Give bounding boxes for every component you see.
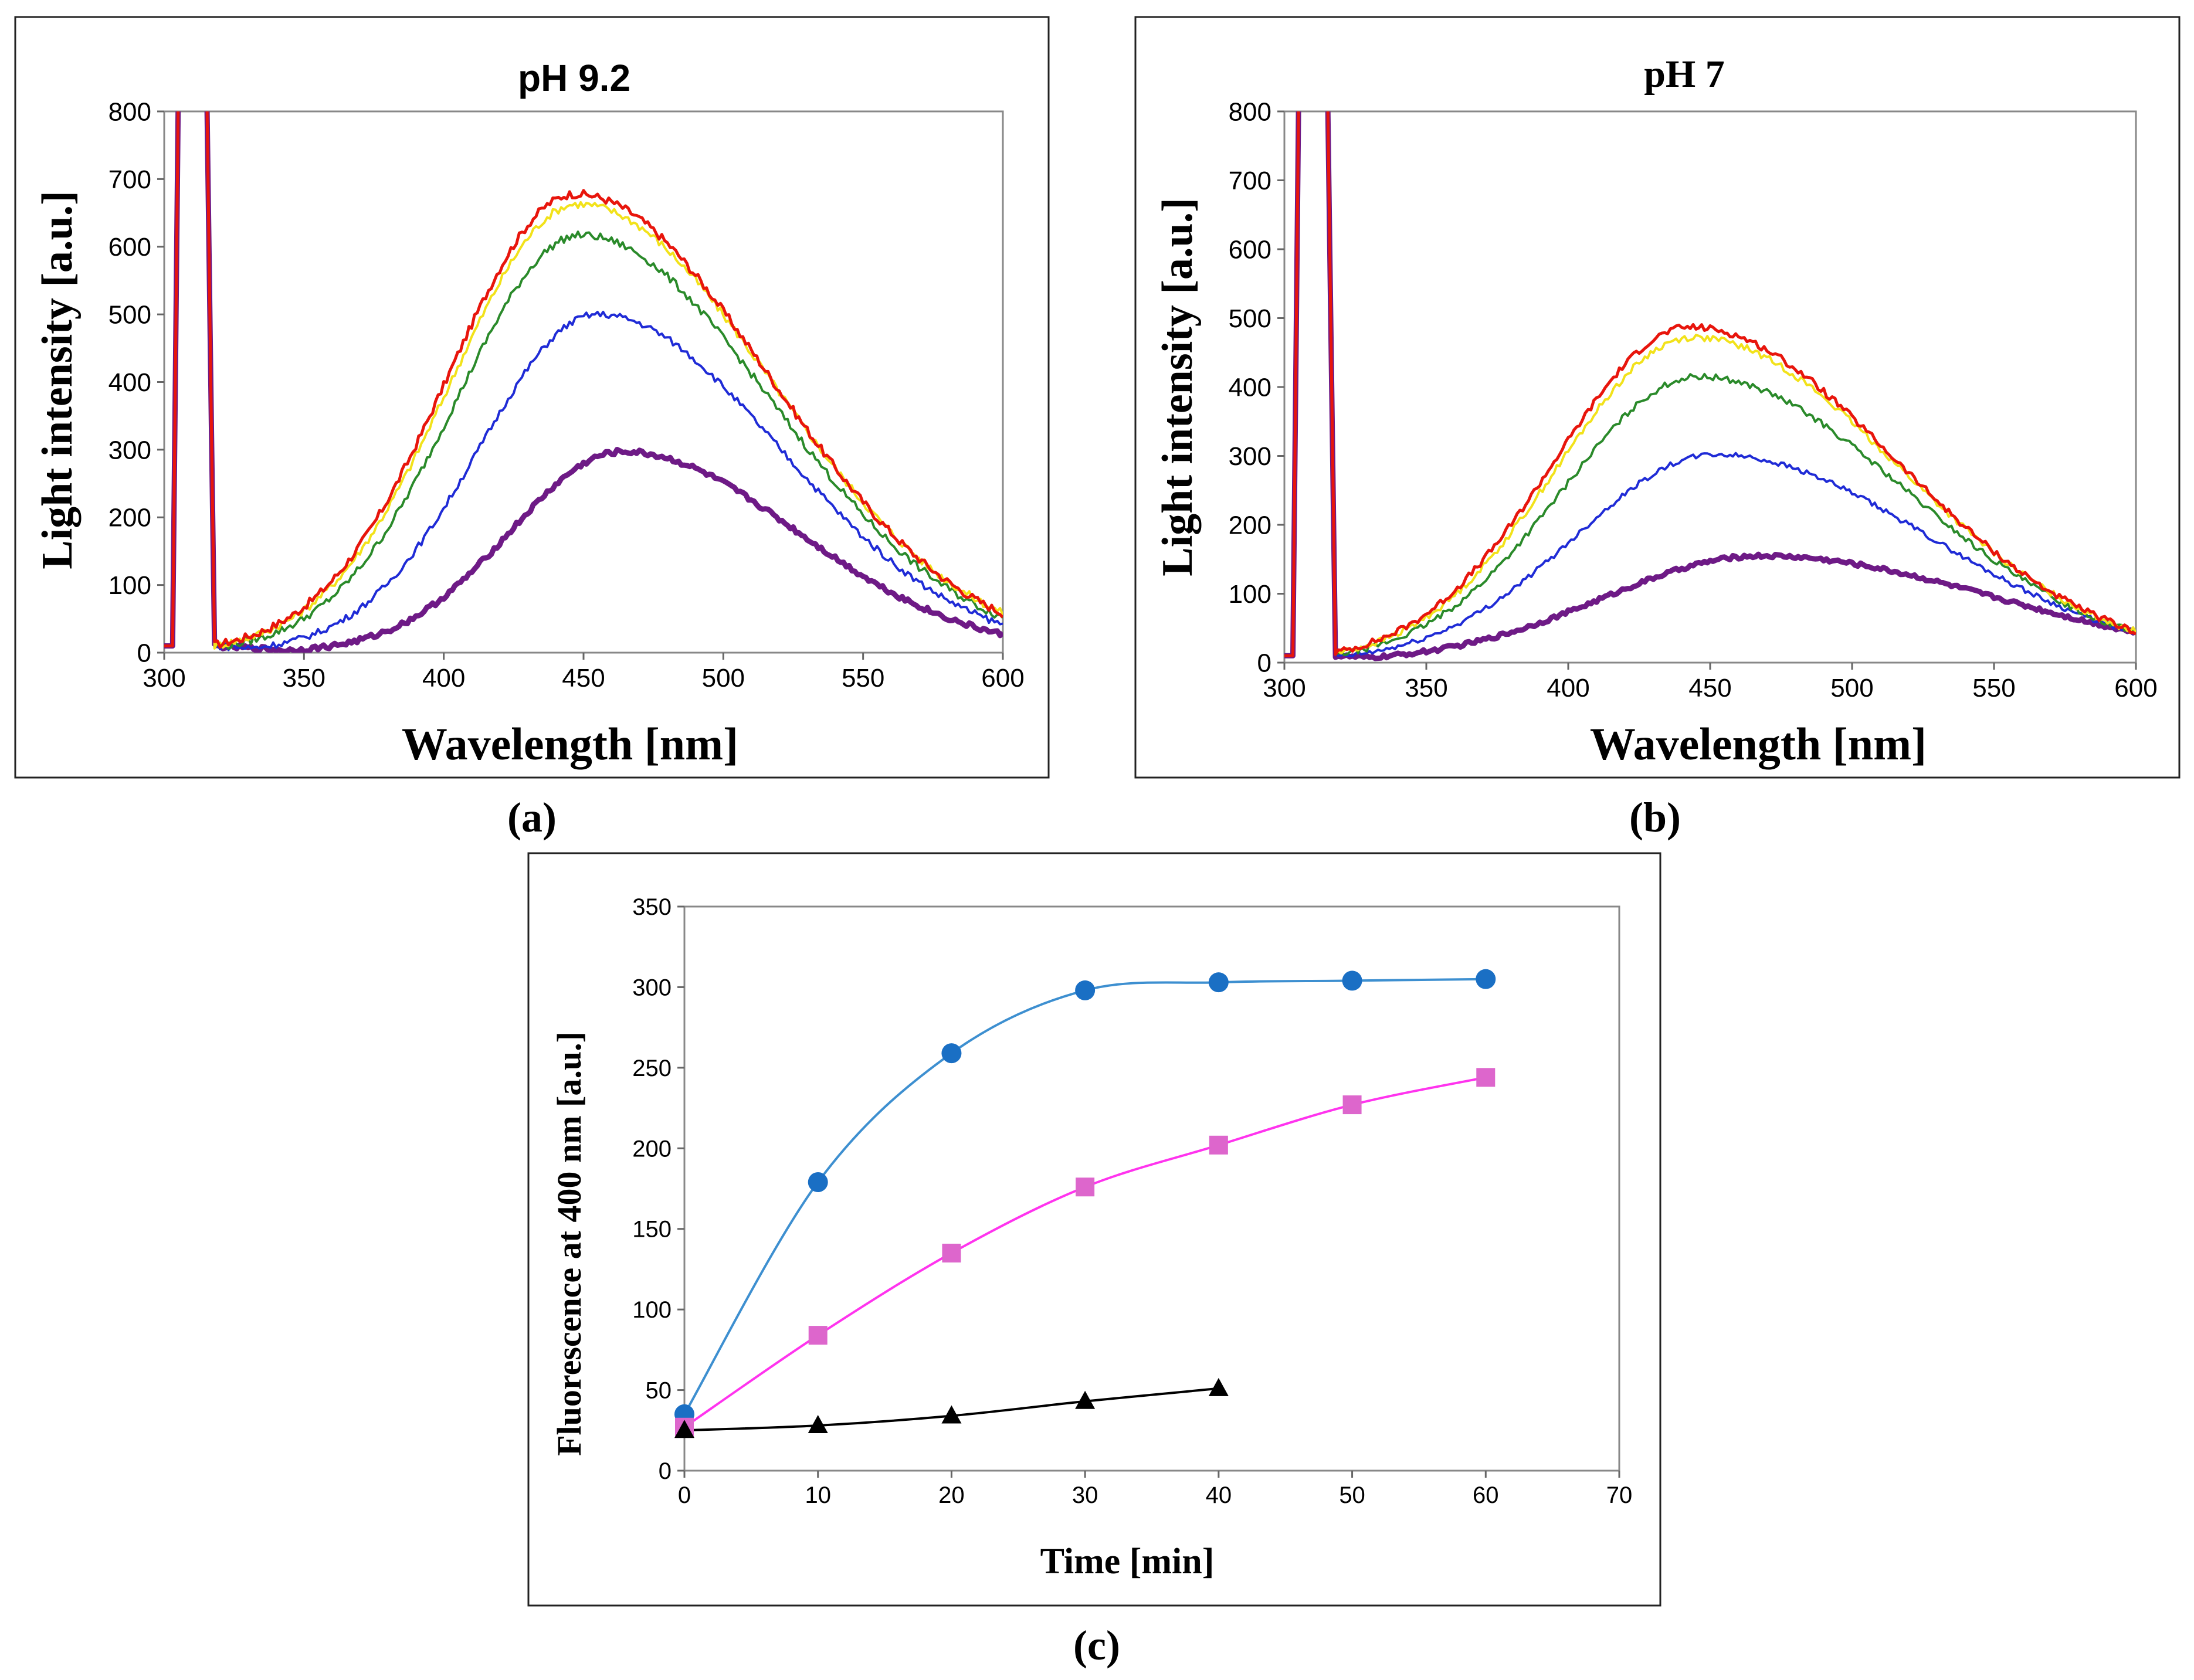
y-tick-label: 0 bbox=[137, 639, 151, 667]
x-tick-label: 300 bbox=[143, 664, 185, 693]
y-tick-label: 700 bbox=[108, 165, 151, 194]
panel-a-ylabel: Light intensity [a.u.] bbox=[33, 191, 82, 569]
x-tick-label: 450 bbox=[1688, 674, 1731, 702]
y-tick-label: 600 bbox=[108, 233, 151, 262]
y-tick-label: 800 bbox=[1229, 97, 1271, 126]
panel-c-plot: 0 10 20 30 40 50 60 70 0 50 100 150 200 250 300 350 bbox=[632, 894, 1632, 1508]
series-green-line bbox=[164, 111, 1003, 650]
panel-a-xlabel: Wavelength [nm] bbox=[402, 718, 738, 769]
y-tick-label: 300 bbox=[1229, 442, 1271, 471]
panel-a-label-text: (a) bbox=[507, 794, 557, 841]
panel-b-label: (b) bbox=[1629, 794, 1681, 841]
y-tick-label: 200 bbox=[108, 504, 151, 532]
x-tick-label: 450 bbox=[562, 664, 605, 693]
y-tick-label: 700 bbox=[1229, 167, 1271, 195]
y-tick-label: 600 bbox=[1229, 235, 1271, 264]
panel-c-label: (c) bbox=[1073, 1622, 1120, 1669]
data-point-circle bbox=[1476, 969, 1496, 989]
panel-a-label: (a) bbox=[507, 794, 557, 841]
x-tick-label: 50 bbox=[1339, 1482, 1365, 1508]
series-purple-line bbox=[164, 111, 1003, 653]
panel-b-plot: 300 350 400 450 500 550 600 0 100 200 300 400 500 600… bbox=[1229, 97, 2158, 702]
panel-b-frame bbox=[1134, 16, 2181, 779]
data-point-triangle bbox=[1075, 1390, 1096, 1409]
panel-a: pH 9.2 300 350 400 450 500 550 600 0 100 200 300 40… bbox=[33, 57, 1025, 769]
panel-c: 0 10 20 30 40 50 60 70 0 50 100 150 200 250 300 350 Tim… bbox=[550, 894, 1632, 1581]
x-tick-label: 500 bbox=[702, 664, 745, 693]
x-tick-label: 550 bbox=[1972, 674, 2015, 702]
y-tick-label: 400 bbox=[108, 368, 151, 397]
y-tick-label: 250 bbox=[632, 1055, 672, 1081]
y-tick-label: 500 bbox=[1229, 304, 1271, 333]
data-point-triangle bbox=[808, 1415, 828, 1434]
series-circles-line bbox=[683, 978, 1486, 1415]
y-tick-label: 50 bbox=[646, 1378, 672, 1404]
x-tick-label: 600 bbox=[2114, 674, 2157, 702]
x-tick-label: 10 bbox=[805, 1482, 831, 1508]
panel-a-plot: 300 350 400 450 500 550 600 0 100 200 300 400 500 600… bbox=[108, 97, 1025, 693]
x-tick-label: 0 bbox=[678, 1482, 691, 1508]
data-point-triangle bbox=[941, 1405, 962, 1424]
panel-c-frame bbox=[527, 852, 1661, 1607]
panel-b-title: pH 7 bbox=[1644, 53, 1725, 96]
series-red-line bbox=[1284, 111, 2136, 657]
data-point-circle bbox=[1075, 980, 1096, 1000]
data-point-square bbox=[1076, 1177, 1095, 1197]
series-green-line bbox=[1284, 111, 2136, 657]
y-tick-label: 100 bbox=[1229, 580, 1271, 609]
x-tick-label: 600 bbox=[981, 664, 1024, 693]
y-tick-label: 0 bbox=[659, 1458, 672, 1484]
panel-b-xlabel: Wavelength [nm] bbox=[1590, 718, 1927, 769]
panel-b-ylabel: Light intensity [a.u.] bbox=[1154, 198, 1202, 576]
panel-c-ylabel: Fluorescence at 400 nm [a.u.] bbox=[550, 1031, 588, 1456]
data-point-square bbox=[1476, 1068, 1496, 1087]
x-tick-label: 500 bbox=[1830, 674, 1873, 702]
series-blue-line bbox=[1284, 111, 2136, 658]
x-tick-label: 400 bbox=[422, 664, 465, 693]
x-tick-label: 350 bbox=[1405, 674, 1447, 702]
x-tick-label: 20 bbox=[938, 1482, 965, 1508]
y-tick-label: 300 bbox=[108, 436, 151, 464]
panel-a-title: pH 9.2 bbox=[518, 57, 630, 99]
panel-c-xlabel: Time [min] bbox=[1040, 1542, 1215, 1581]
panel-b: pH 7 300 350 400 450 500 550 600 0 100 200 300 400 5… bbox=[1154, 53, 2158, 769]
x-tick-label: 30 bbox=[1072, 1482, 1098, 1508]
y-tick-label: 150 bbox=[632, 1217, 672, 1243]
series-blue-line bbox=[164, 111, 1003, 651]
x-tick-label: 70 bbox=[1606, 1482, 1633, 1508]
data-point-circle bbox=[941, 1043, 962, 1064]
data-point-square bbox=[1342, 1095, 1362, 1115]
data-point-circle bbox=[808, 1172, 828, 1193]
y-tick-label: 800 bbox=[108, 97, 151, 126]
y-tick-label: 400 bbox=[1229, 373, 1271, 402]
series-red-line bbox=[164, 111, 1003, 649]
plot-area bbox=[683, 905, 1620, 1472]
data-point-triangle bbox=[674, 1420, 694, 1438]
plot-area bbox=[1283, 110, 2137, 664]
x-tick-label: 60 bbox=[1473, 1482, 1499, 1508]
series-purple-line bbox=[1284, 111, 2136, 661]
data-point-triangle bbox=[1208, 1377, 1229, 1396]
series-squares-line bbox=[683, 1076, 1486, 1428]
y-tick-label: 0 bbox=[1257, 649, 1271, 677]
panel-a-frame bbox=[14, 16, 1050, 779]
x-tick-label: 550 bbox=[842, 664, 884, 693]
data-point-square bbox=[1209, 1135, 1228, 1155]
y-tick-label: 100 bbox=[108, 571, 151, 600]
y-tick-label: 300 bbox=[632, 975, 672, 1000]
data-point-circle bbox=[1208, 972, 1229, 993]
x-tick-label: 400 bbox=[1547, 674, 1589, 702]
y-tick-label: 500 bbox=[108, 301, 151, 330]
y-tick-label: 350 bbox=[632, 894, 672, 920]
x-tick-label: 350 bbox=[283, 664, 325, 693]
data-point-square bbox=[808, 1326, 828, 1345]
data-point-square bbox=[942, 1243, 961, 1262]
y-tick-label: 100 bbox=[632, 1297, 672, 1323]
data-point-circle bbox=[1342, 970, 1362, 991]
y-tick-label: 200 bbox=[632, 1136, 672, 1162]
y-tick-label: 200 bbox=[1229, 511, 1271, 539]
x-tick-label: 40 bbox=[1206, 1482, 1232, 1508]
x-tick-label: 300 bbox=[1263, 674, 1305, 702]
